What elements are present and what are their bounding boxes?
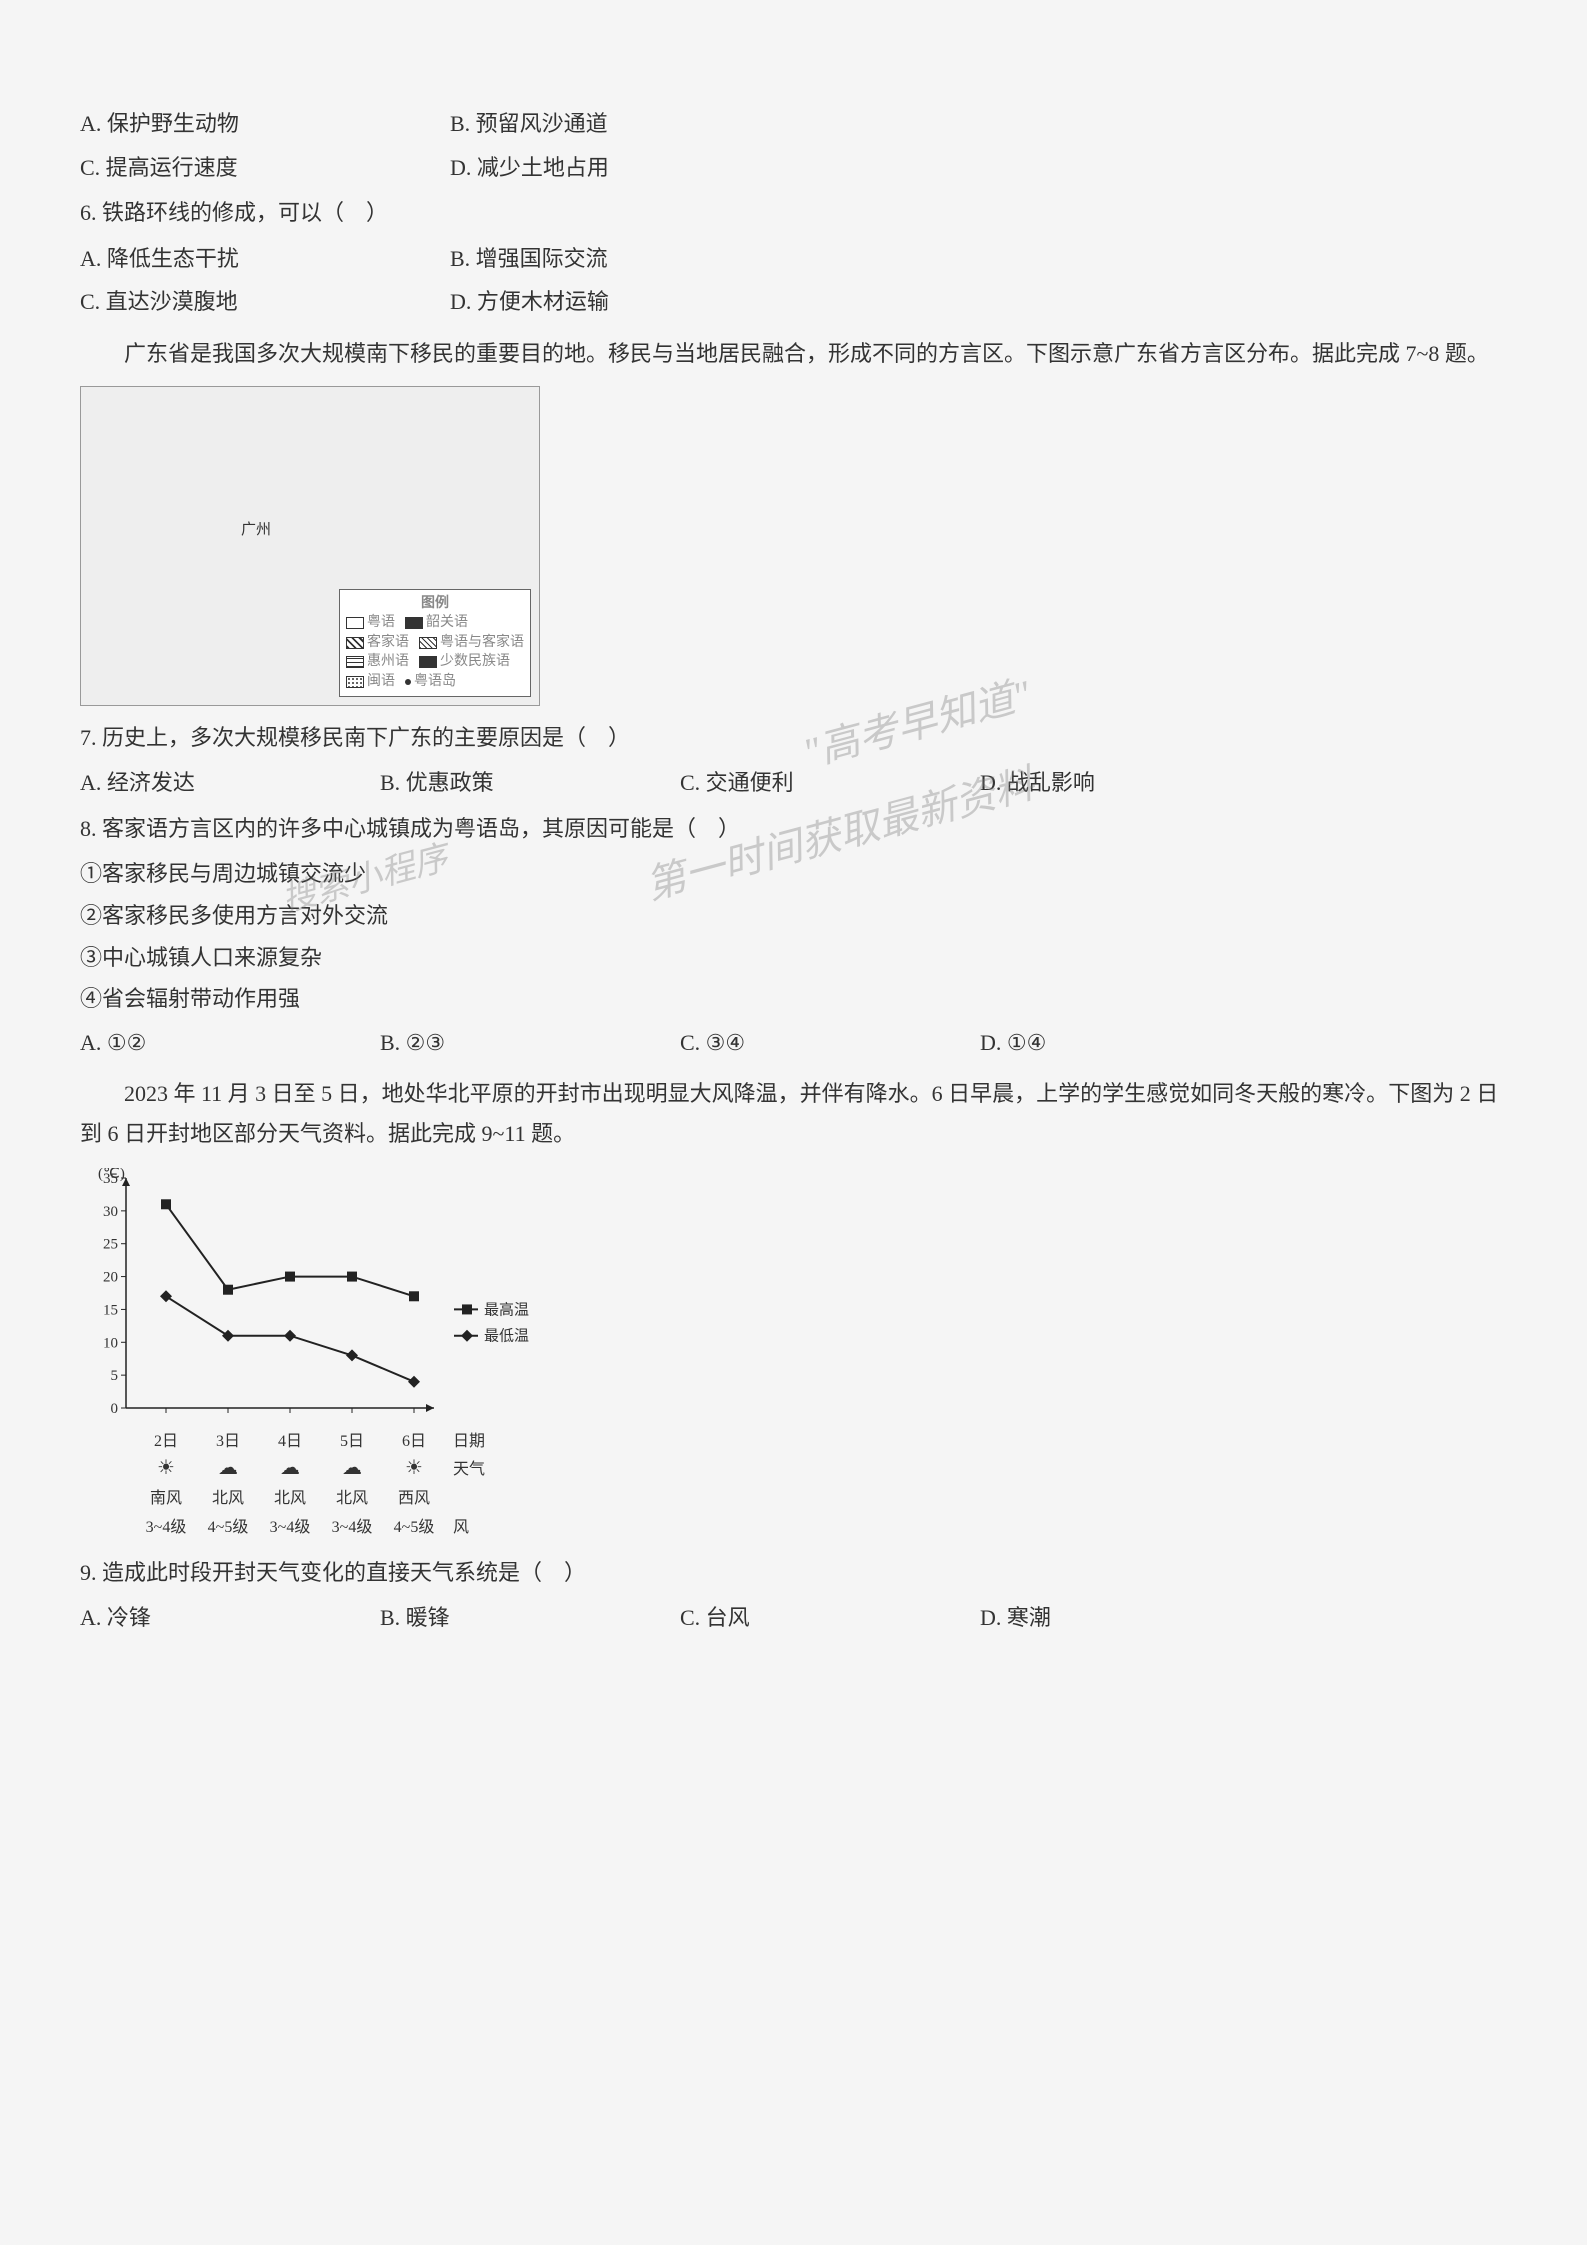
q5-optD: D. 减少土地占用 bbox=[450, 148, 820, 188]
q8-s1: ①客家移民与周边城镇交流少 bbox=[80, 854, 1507, 894]
legend-item: 客家语 bbox=[346, 633, 409, 653]
map-city-label: 广州 bbox=[241, 517, 271, 544]
chart-cell: 3~4级 bbox=[259, 1514, 321, 1543]
q7-optB: B. 优惠政策 bbox=[380, 763, 680, 803]
passage-7-8: 广东省是我国多次大规模南下移民的重要目的地。移民与当地居民融合，形成不同的方言区… bbox=[80, 334, 1507, 374]
chart-cell: 2日 bbox=[135, 1428, 197, 1457]
q5-optA: A. 保护野生动物 bbox=[80, 104, 450, 144]
q9-optC: C. 台风 bbox=[680, 1598, 980, 1638]
chart-row-label: 天气 bbox=[453, 1456, 513, 1485]
weather-chart-svg: 05101520253035(℃)最高温最低温 bbox=[80, 1168, 574, 1428]
q8-optA: A. ①② bbox=[80, 1023, 380, 1063]
chart-date-row: 2日3日4日5日6日日期 bbox=[126, 1428, 1507, 1457]
chart-cell: 3~4级 bbox=[321, 1514, 383, 1543]
legend-title: 图例 bbox=[346, 594, 524, 614]
q6-optD: D. 方便木材运输 bbox=[450, 282, 820, 322]
chart-windlvl-row: 3~4级4~5级3~4级3~4级4~5级风 bbox=[126, 1514, 1507, 1543]
q8-stem: 8. 客家语方言区内的许多中心城镇成为粤语岛，其原因可能是（ ） bbox=[80, 809, 1507, 849]
q5-options-row2: C. 提高运行速度 D. 减少土地占用 bbox=[80, 148, 1507, 188]
chart-row-label: 日期 bbox=[453, 1428, 513, 1457]
weather-chart: 05101520253035(℃)最高温最低温 2日3日4日5日6日日期 ☀☁☁… bbox=[80, 1168, 1507, 1543]
q7-stem: 7. 历史上，多次大规模移民南下广东的主要原因是（ ） bbox=[80, 718, 1507, 758]
legend-item: 粤语岛 bbox=[405, 672, 456, 692]
q5-options-row1: A. 保护野生动物 B. 预留风沙通道 bbox=[80, 104, 1507, 144]
svg-text:10: 10 bbox=[103, 1335, 118, 1351]
svg-text:20: 20 bbox=[103, 1269, 118, 1285]
chart-cell: 北风 bbox=[259, 1485, 321, 1514]
svg-text:15: 15 bbox=[103, 1302, 118, 1318]
legend-item: 惠州语 bbox=[346, 652, 409, 672]
chart-winddir-row: 南风北风北风北风西风 bbox=[126, 1485, 1507, 1514]
svg-text:25: 25 bbox=[103, 1236, 118, 1252]
chart-weather-row: ☀☁☁☁☀天气 bbox=[126, 1456, 1507, 1485]
q7-options: A. 经济发达 B. 优惠政策 C. 交通便利 D. 战乱影响 bbox=[80, 763, 1507, 803]
chart-cell: 3~4级 bbox=[135, 1514, 197, 1543]
q8-optB: B. ②③ bbox=[380, 1023, 680, 1063]
q8-s2: ②客家移民多使用方言对外交流 bbox=[80, 896, 1507, 936]
svg-text:最高温: 最高温 bbox=[484, 1301, 529, 1318]
chart-cell: 4日 bbox=[259, 1428, 321, 1457]
chart-cell: 西风 bbox=[383, 1485, 445, 1514]
svg-text:5: 5 bbox=[111, 1368, 119, 1384]
svg-text:30: 30 bbox=[103, 1203, 118, 1219]
q6-optC: C. 直达沙漠腹地 bbox=[80, 282, 450, 322]
map-legend: 图例 粤语韶关语客家语粤语与客家语惠州语少数民族语闽语粤语岛 bbox=[339, 589, 531, 697]
chart-cell: 3日 bbox=[197, 1428, 259, 1457]
svg-text:最低温: 最低温 bbox=[484, 1327, 529, 1344]
chart-cell: 4~5级 bbox=[197, 1514, 259, 1543]
q8-options: A. ①② B. ②③ C. ③④ D. ①④ bbox=[80, 1023, 1507, 1063]
chart-cell: ☀ bbox=[383, 1456, 445, 1485]
q8-s3: ③中心城镇人口来源复杂 bbox=[80, 938, 1507, 978]
legend-item: 少数民族语 bbox=[419, 652, 510, 672]
q8-s4: ④省会辐射带动作用强 bbox=[80, 979, 1507, 1019]
q9-options: A. 冷锋 B. 暖锋 C. 台风 D. 寒潮 bbox=[80, 1598, 1507, 1638]
q9-optD: D. 寒潮 bbox=[980, 1598, 1280, 1638]
chart-cell: ☁ bbox=[197, 1456, 259, 1485]
q6-options-row2: C. 直达沙漠腹地 D. 方便木材运输 bbox=[80, 282, 1507, 322]
svg-text:0: 0 bbox=[111, 1401, 119, 1417]
svg-text:(℃): (℃) bbox=[98, 1168, 125, 1182]
q6-optB: B. 增强国际交流 bbox=[450, 239, 820, 279]
q7-optD: D. 战乱影响 bbox=[980, 763, 1280, 803]
chart-cell: 5日 bbox=[321, 1428, 383, 1457]
legend-item: 韶关语 bbox=[405, 613, 468, 633]
chart-cell: ☀ bbox=[135, 1456, 197, 1485]
q6-options-row1: A. 降低生态干扰 B. 增强国际交流 bbox=[80, 239, 1507, 279]
chart-cell: 北风 bbox=[321, 1485, 383, 1514]
chart-cell: 6日 bbox=[383, 1428, 445, 1457]
q8-optD: D. ①④ bbox=[980, 1023, 1280, 1063]
guangdong-dialect-map: 广州 图例 粤语韶关语客家语粤语与客家语惠州语少数民族语闽语粤语岛 bbox=[80, 386, 540, 706]
chart-cell: 4~5级 bbox=[383, 1514, 445, 1543]
q6-optA: A. 降低生态干扰 bbox=[80, 239, 450, 279]
q9-optB: B. 暖锋 bbox=[380, 1598, 680, 1638]
chart-cell: 南风 bbox=[135, 1485, 197, 1514]
legend-item: 粤语 bbox=[346, 613, 395, 633]
q7-optA: A. 经济发达 bbox=[80, 763, 380, 803]
q7-optC: C. 交通便利 bbox=[680, 763, 980, 803]
q9-stem: 9. 造成此时段开封天气变化的直接天气系统是（ ） bbox=[80, 1553, 1507, 1593]
q6-stem: 6. 铁路环线的修成，可以（ ） bbox=[80, 193, 1507, 233]
q5-optB: B. 预留风沙通道 bbox=[450, 104, 820, 144]
passage-9-11: 2023 年 11 月 3 日至 5 日，地处华北平原的开封市出现明显大风降温，… bbox=[80, 1074, 1507, 1153]
q9-optA: A. 冷锋 bbox=[80, 1598, 380, 1638]
chart-cell: 北风 bbox=[197, 1485, 259, 1514]
chart-cell: ☁ bbox=[259, 1456, 321, 1485]
q8-optC: C. ③④ bbox=[680, 1023, 980, 1063]
q5-optC: C. 提高运行速度 bbox=[80, 148, 450, 188]
chart-row-label: 风 bbox=[453, 1514, 513, 1543]
legend-item: 粤语与客家语 bbox=[419, 633, 524, 653]
legend-item: 闽语 bbox=[346, 672, 395, 692]
chart-cell: ☁ bbox=[321, 1456, 383, 1485]
